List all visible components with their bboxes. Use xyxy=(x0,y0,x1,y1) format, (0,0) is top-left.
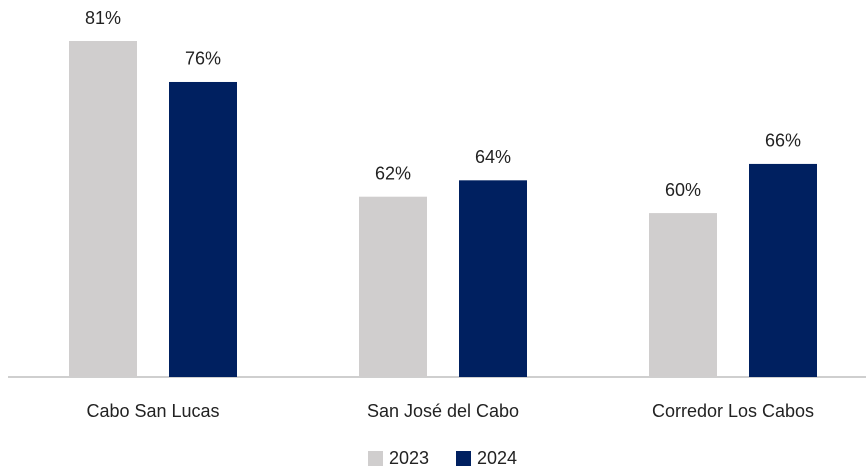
legend-label: 2023 xyxy=(389,448,429,468)
data-label: 66% xyxy=(765,131,801,151)
data-label: 62% xyxy=(375,163,411,183)
data-label: 60% xyxy=(665,180,701,200)
x-tick-label: Cabo San Lucas xyxy=(86,401,219,421)
x-tick-label: Corredor Los Cabos xyxy=(652,401,814,421)
bar xyxy=(359,196,427,377)
x-tick-label: San José del Cabo xyxy=(367,401,519,421)
data-label: 76% xyxy=(185,49,221,69)
bar xyxy=(69,41,137,377)
bar xyxy=(749,163,817,377)
data-label: 81% xyxy=(85,8,121,28)
data-label: 64% xyxy=(475,147,511,167)
legend-label: 2024 xyxy=(477,448,517,468)
legend-swatch xyxy=(456,451,471,466)
legend-swatch xyxy=(368,451,383,466)
bar xyxy=(649,213,717,377)
bar xyxy=(169,81,237,377)
bar xyxy=(459,180,527,377)
